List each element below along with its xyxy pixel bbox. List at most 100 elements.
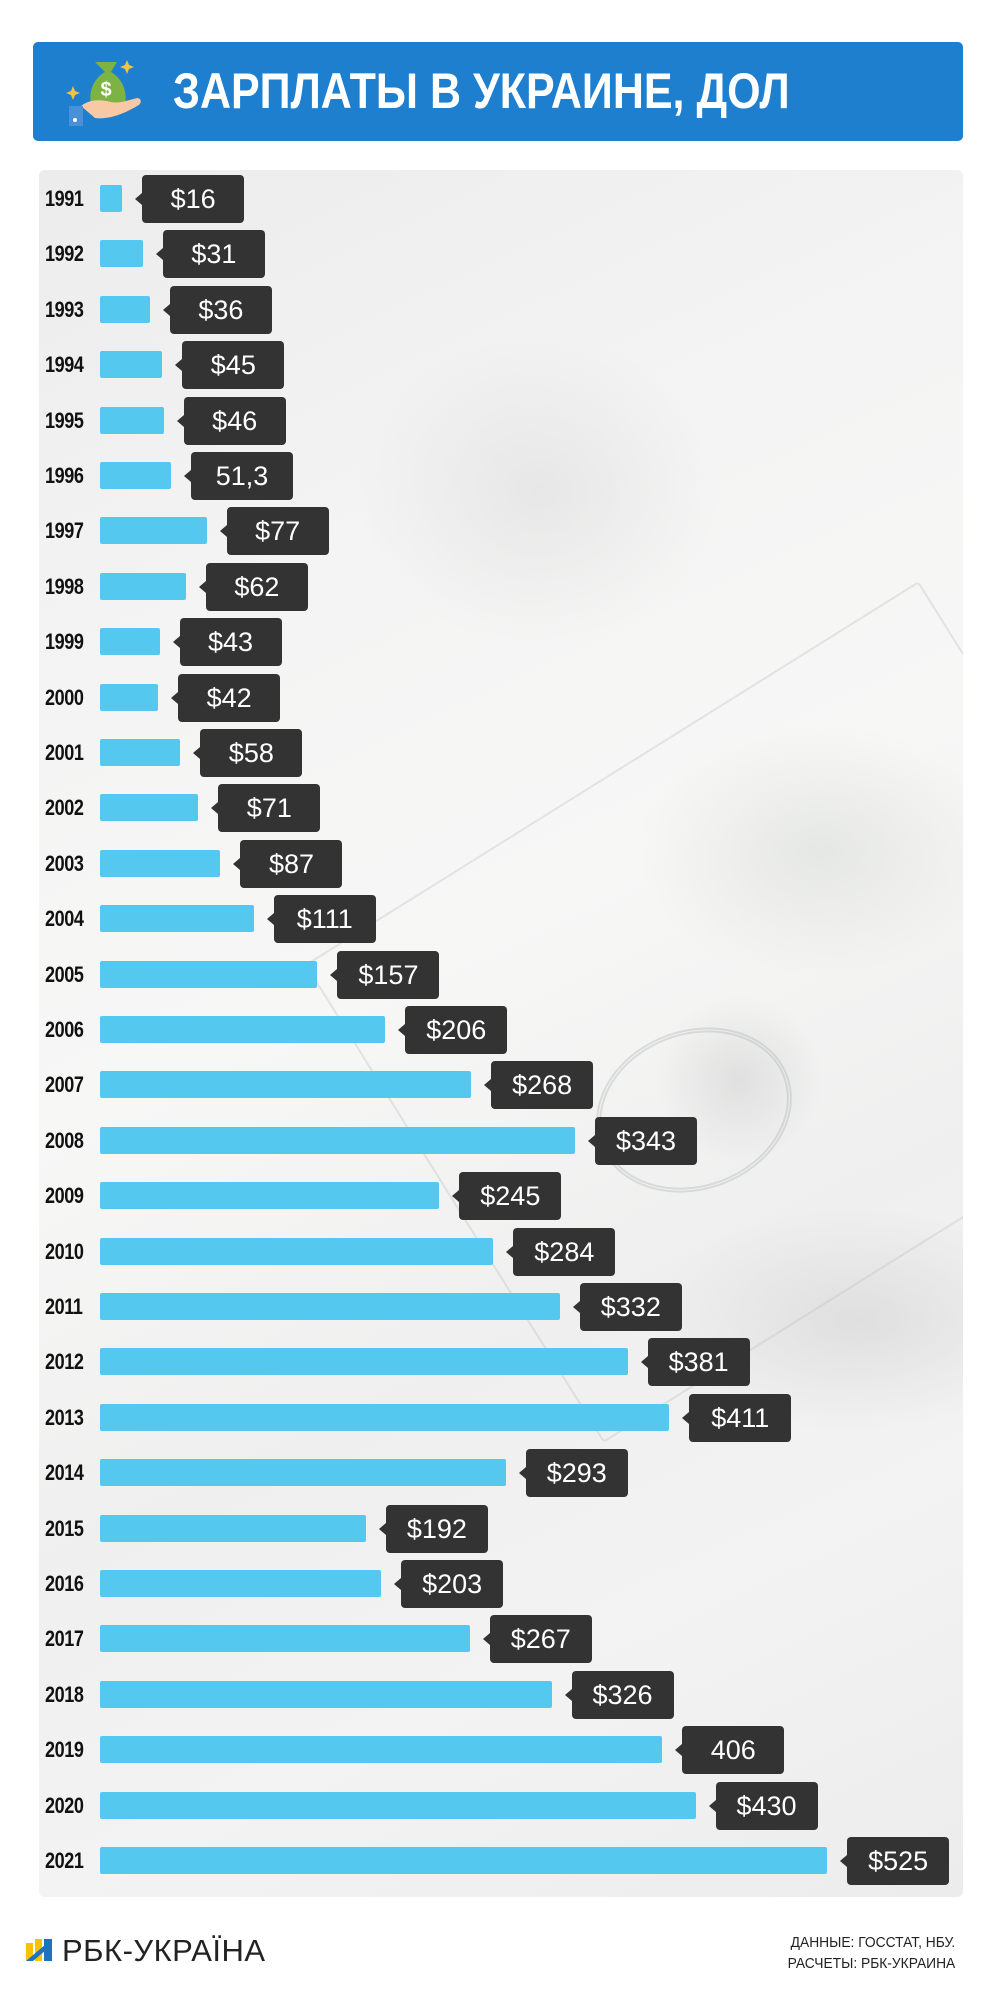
value-callout: $245: [452, 1172, 562, 1221]
bar-row: 1996 51,3: [39, 452, 963, 500]
bar: [100, 739, 181, 766]
value-callout: $267: [482, 1615, 592, 1664]
bar-row: 2007 $268: [39, 1061, 963, 1110]
value-callout: $62: [198, 562, 308, 611]
value-callout: $293: [518, 1449, 628, 1498]
value-callout: $42: [171, 673, 281, 722]
value-callout: $36: [162, 285, 272, 334]
bar-row: 2014 $293: [39, 1449, 963, 1498]
bar-row: 1994 $45: [39, 341, 963, 390]
bar: [100, 1071, 472, 1099]
bar: [100, 849, 221, 877]
value-callout: $326: [564, 1670, 674, 1719]
bar-row: 1991 $16: [39, 175, 963, 223]
year-label: 2011: [45, 1294, 83, 1319]
bar: [100, 406, 164, 434]
bar-row: 1999 $43: [39, 618, 963, 667]
bar-row: 2001 $58: [39, 729, 963, 777]
bar: [100, 960, 318, 988]
bar: [100, 1736, 663, 1764]
bar: [100, 1293, 560, 1320]
value-callout: $206: [398, 1006, 508, 1054]
bar-row: 2002 $71: [39, 784, 963, 833]
value-callout: $31: [155, 230, 265, 279]
value-callout: $430: [708, 1781, 818, 1830]
bar: [100, 1791, 696, 1819]
bar: [100, 1514, 366, 1542]
value-callout: $203: [394, 1560, 504, 1608]
year-label: 1998: [45, 573, 84, 599]
value-callout: $411: [682, 1393, 792, 1442]
bar: [100, 1348, 628, 1376]
bar: [100, 1570, 382, 1597]
year-label: 2020: [45, 1792, 84, 1818]
year-label: 1997: [45, 518, 84, 544]
value-callout: $111: [266, 895, 376, 944]
bar-row: 2008 $343: [39, 1116, 963, 1165]
year-label: 2007: [45, 1072, 84, 1098]
source-line-2: РАСЧЕТЫ: РБК-УКРАИНА: [787, 1955, 955, 1972]
bar-row: 2020 $430: [39, 1781, 963, 1830]
year-label: 2019: [45, 1737, 84, 1763]
bar-row: 2016 $203: [39, 1560, 963, 1608]
value-callout: $16: [135, 175, 245, 223]
year-label: 1992: [45, 241, 84, 267]
year-label: 2009: [45, 1183, 84, 1209]
page-title: ЗАРПЛАТЫ В УКРАИНЕ, ДОЛ: [173, 63, 790, 119]
value-callout: $343: [588, 1116, 698, 1165]
value-callout: $284: [506, 1227, 616, 1276]
value-callout: $58: [193, 729, 303, 777]
bar-row: 2018 $326: [39, 1670, 963, 1719]
year-label: 2003: [45, 850, 84, 876]
year-label: 2014: [45, 1460, 84, 1486]
rbc-logo-mark-icon: [26, 1939, 52, 1961]
value-callout: $157: [330, 950, 440, 999]
chart-panel: 1991 $16 1992 $31 1993 $36 1994 $45 1995 $46 1996 5…: [39, 170, 963, 1897]
value-callout: $381: [640, 1338, 750, 1387]
year-label: 2004: [45, 906, 84, 932]
year-label: 2016: [45, 1571, 84, 1596]
year-label: 2000: [45, 684, 84, 710]
bar: [100, 462, 172, 489]
title-banner: $ ЗАРПЛАТЫ В УКРАИНЕ, ДОЛ: [33, 42, 963, 141]
value-callout: 406: [675, 1726, 785, 1775]
value-callout: $46: [176, 396, 286, 445]
svg-text:$: $: [100, 79, 111, 101]
bar: [100, 1403, 670, 1431]
value-callout: $43: [172, 618, 282, 667]
bar: [100, 794, 199, 822]
year-label: 2013: [45, 1404, 84, 1430]
year-label: 1999: [45, 629, 84, 655]
value-callout: $45: [175, 341, 285, 390]
logo-text: РБК-УКРАЇНА: [62, 1933, 266, 1968]
bar: [100, 1237, 494, 1265]
bar: [100, 295, 150, 323]
bar: [100, 1847, 828, 1874]
bar-row: 2017 $267: [39, 1615, 963, 1664]
bar-row: 2004 $111: [39, 895, 963, 944]
bar-row: 2000 $42: [39, 673, 963, 722]
bar-row: 2005 $157: [39, 950, 963, 999]
year-label: 2002: [45, 795, 84, 821]
year-label: 1996: [45, 463, 84, 488]
bar-row: 2010 $284: [39, 1227, 963, 1276]
bar-row: 2015 $192: [39, 1504, 963, 1553]
bar: [100, 683, 159, 711]
money-bag-in-hand-icon: $: [66, 60, 141, 126]
bar: [100, 1126, 576, 1154]
bar: [100, 1680, 552, 1708]
year-label: 2005: [45, 961, 84, 987]
year-label: 2012: [45, 1349, 84, 1375]
year-label: 2001: [45, 740, 84, 765]
source-note: ДАННЫЕ: ГОССТАТ, НБУ. РАСЧЕТЫ: РБК-УКРАИ…: [787, 1932, 955, 1974]
bar-row: 1998 $62: [39, 562, 963, 611]
bar-row: 2013 $411: [39, 1393, 963, 1442]
year-label: 2010: [45, 1238, 84, 1264]
year-label: 1993: [45, 296, 84, 322]
year-label: 2008: [45, 1127, 84, 1153]
bar: [100, 1016, 386, 1043]
bar-row: 1997 $77: [39, 507, 963, 556]
bar: [100, 1459, 506, 1487]
year-label: 1994: [45, 352, 84, 378]
bar-row: 1992 $31: [39, 230, 963, 279]
